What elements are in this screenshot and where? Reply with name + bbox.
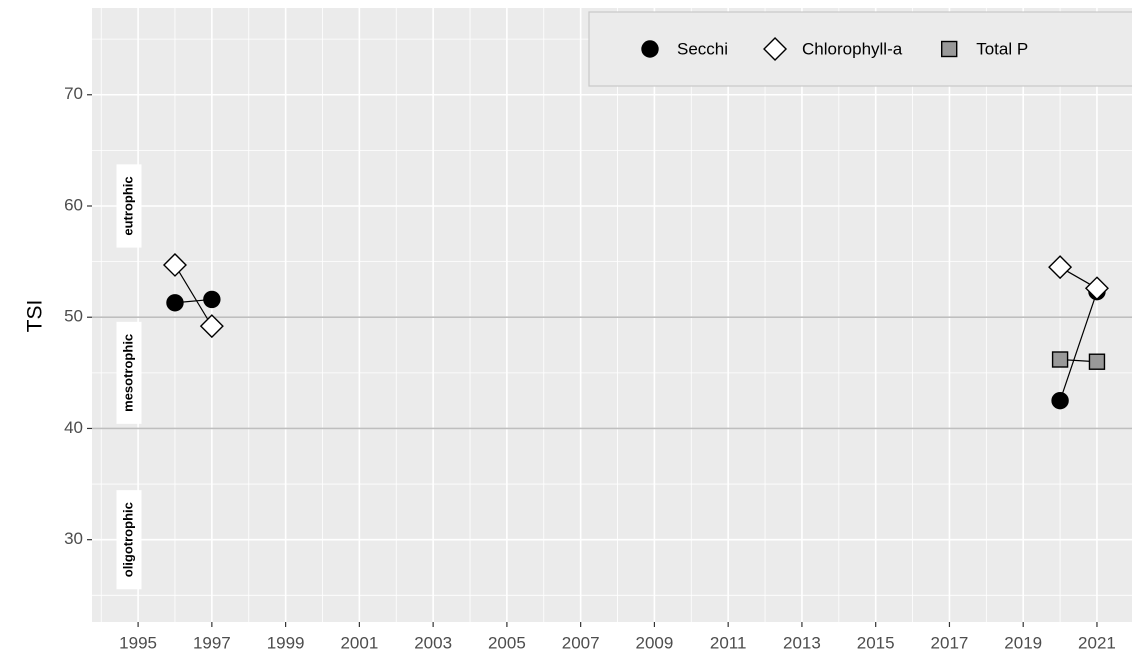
y-tick-label: 60: [64, 195, 83, 214]
x-tick-label: 2019: [1004, 633, 1042, 652]
x-tick-label: 2021: [1078, 633, 1116, 652]
x-tick-label: 2009: [635, 633, 673, 652]
x-tick-label: 2015: [857, 633, 895, 652]
point: [162, 252, 187, 277]
x-tick-label: 2011: [710, 633, 747, 652]
x-tick-label: 2013: [783, 633, 821, 652]
point: [1048, 255, 1073, 280]
point: [1088, 353, 1106, 370]
panel: [92, 8, 1132, 622]
x-tick-label: 1995: [119, 633, 157, 652]
legend-box: [588, 11, 1132, 87]
annotation: oligotrophic: [120, 502, 135, 577]
legend-marker: [763, 37, 788, 61]
y-tick-label: 50: [64, 307, 83, 326]
legend-marker: [941, 40, 958, 58]
legend: Secchi Chlorophyll-a Total P: [588, 11, 1132, 87]
x-tick-label: 1999: [267, 633, 305, 652]
point: [1084, 276, 1109, 301]
point: [1051, 351, 1069, 368]
legend-label: Total P: [976, 39, 1028, 58]
point: [166, 294, 184, 312]
y-tick-label: 40: [64, 418, 83, 437]
legend-marker: [641, 40, 659, 58]
grid: [92, 8, 1132, 622]
annotation-box: [116, 490, 142, 590]
x-tick-label: 2001: [340, 633, 378, 652]
y-tick-label: 70: [64, 84, 83, 103]
plot-area: eutrophic mesotrophic oligotrophic: [92, 164, 1132, 590]
x-tick-label: 2017: [931, 633, 969, 652]
legend-label: Secchi: [677, 39, 728, 58]
annotation-box: [116, 164, 142, 248]
legend-label: Chlorophyll-a: [802, 39, 903, 58]
x-tick-label: 1997: [193, 633, 231, 652]
x-tick-label: 2007: [562, 633, 600, 652]
axes: 1995 1997 1999 2001 2003 2005 2007 2009 2011 2013…: [64, 84, 1116, 652]
point: [199, 314, 224, 339]
annotation: mesotrophic: [120, 334, 135, 412]
annotation: eutrophic: [120, 176, 135, 235]
y-axis-label: TSI: [24, 300, 47, 333]
y-tick-label: 30: [64, 529, 83, 548]
annotation-box: [116, 321, 142, 424]
x-tick-label: 2005: [488, 633, 526, 652]
point: [203, 290, 221, 309]
point: [1051, 391, 1069, 410]
x-tick-label: 2003: [414, 633, 452, 652]
